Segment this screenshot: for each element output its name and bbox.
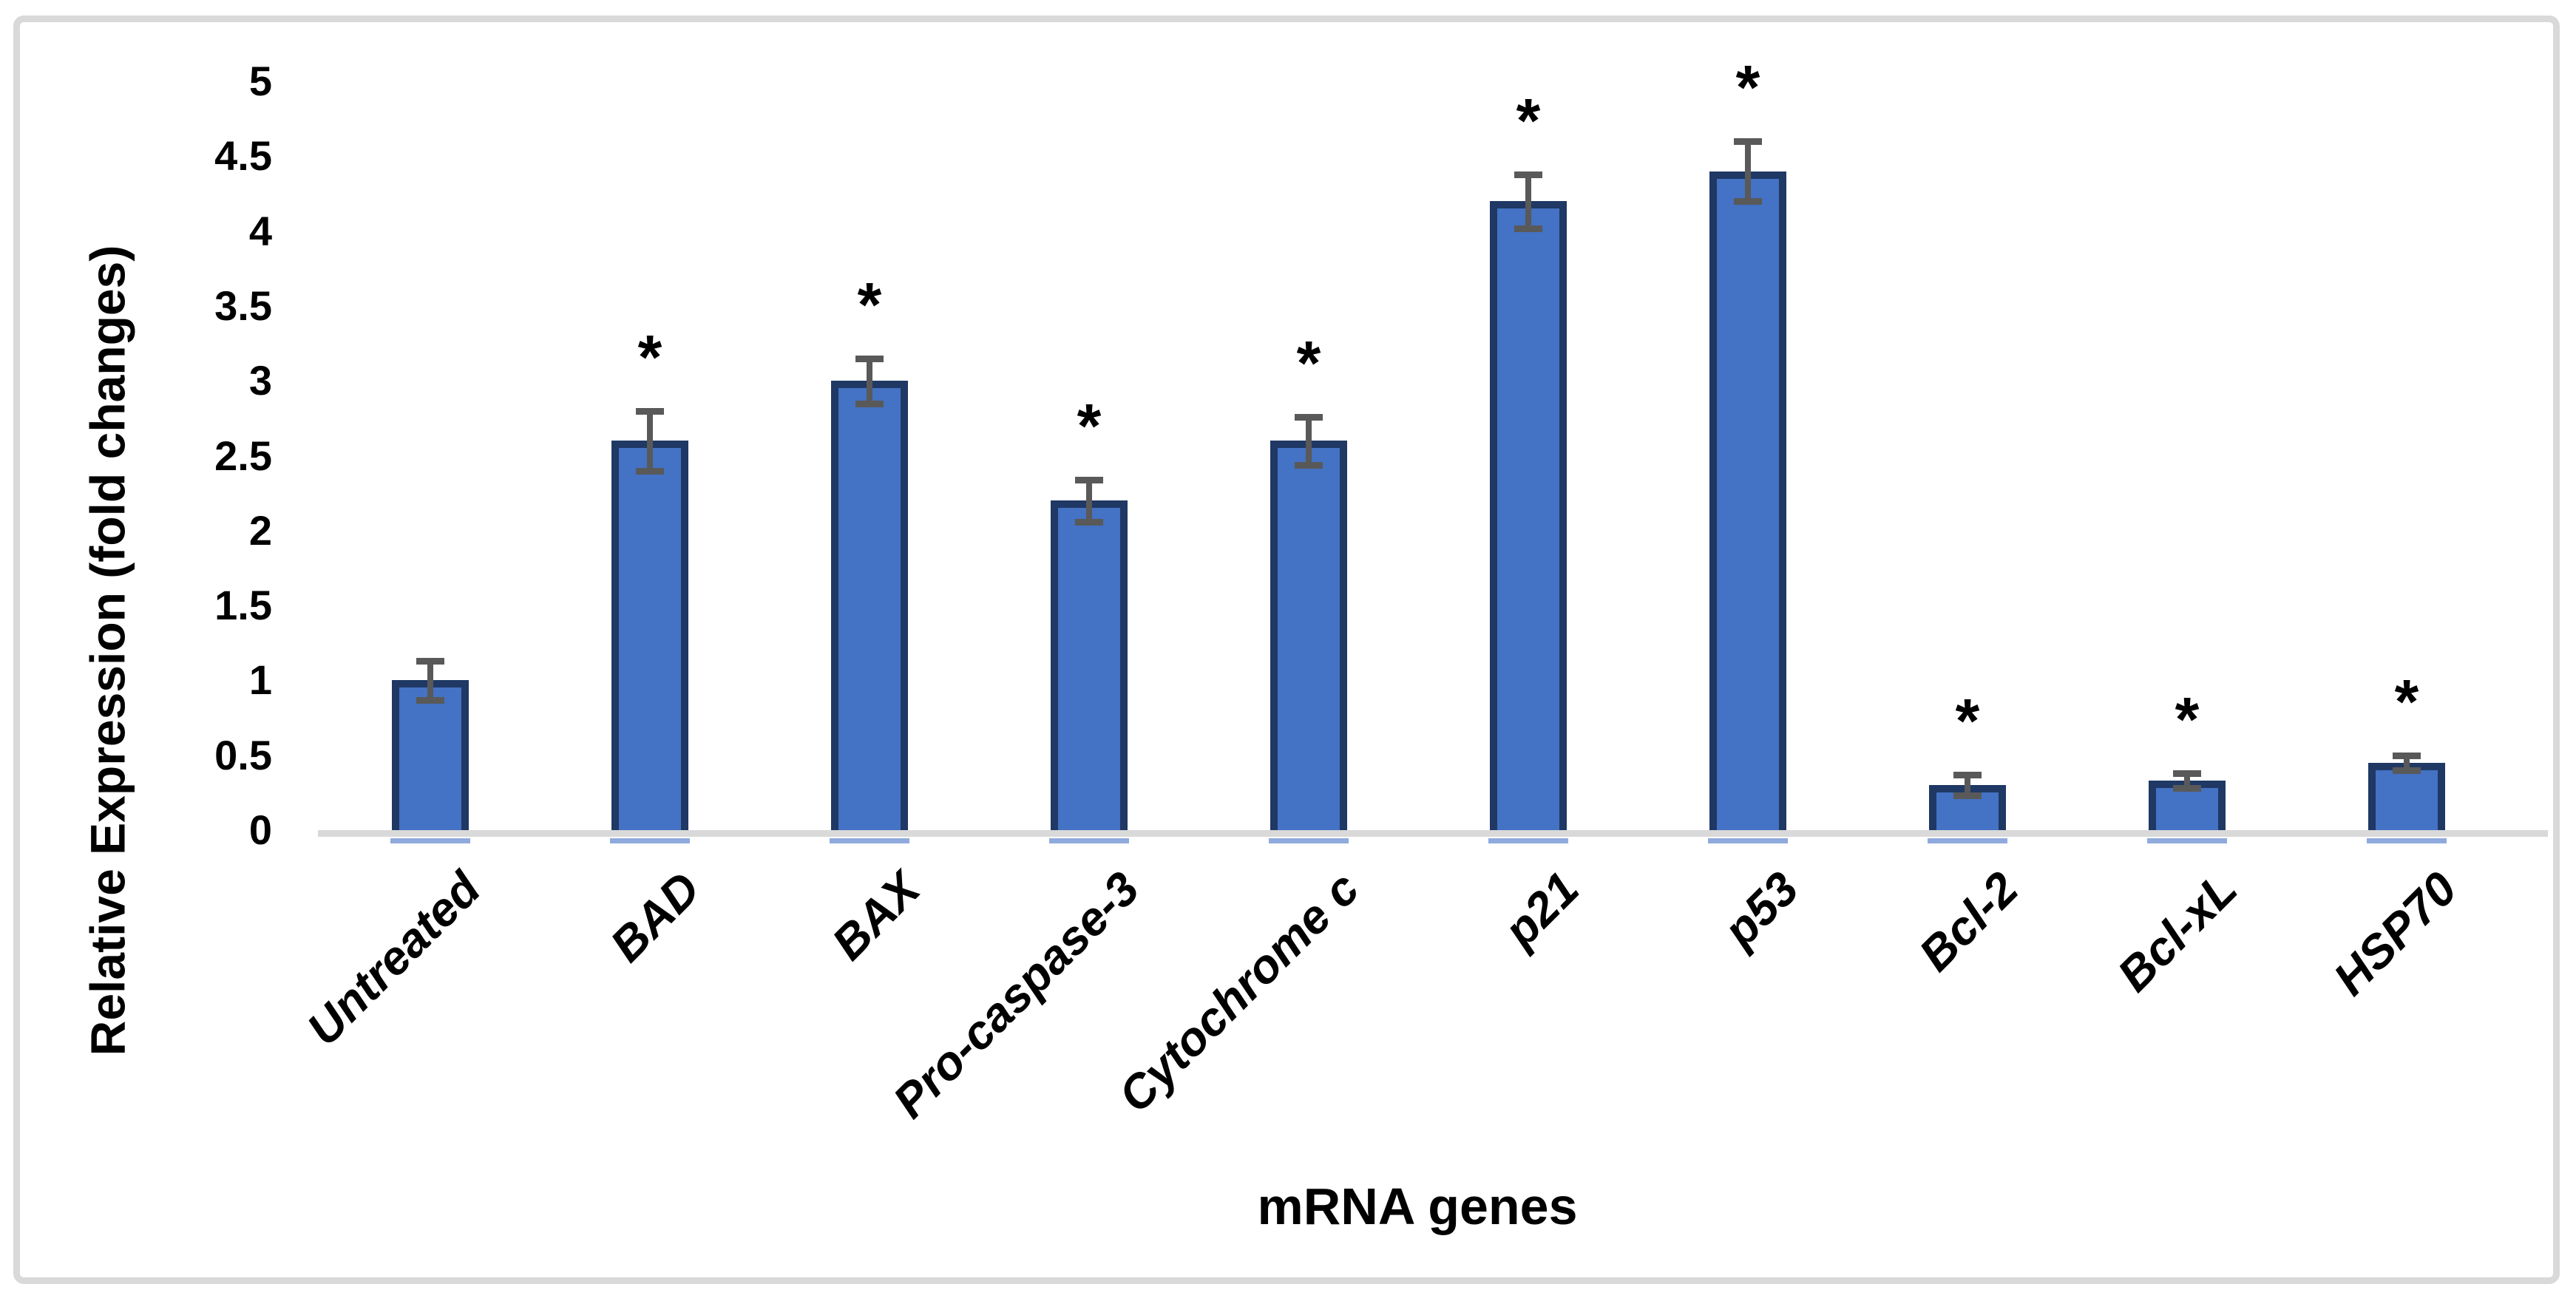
error-bar-pro-caspase-3 <box>1086 479 1092 522</box>
bar-underline-bad <box>610 838 690 843</box>
y-tick-label-1-5: 1.5 <box>214 582 272 629</box>
error-cap-bottom-pro-caspase-3 <box>1075 518 1103 526</box>
chart-frame <box>13 16 2560 1284</box>
y-tick-label-3-5: 3.5 <box>214 282 272 329</box>
significance-asterisk-bcl-xl: * <box>2175 685 2200 754</box>
y-tick-label-2-5: 2.5 <box>214 432 272 479</box>
y-tick-label-3: 3 <box>248 357 272 404</box>
bar-underline-pro-caspase-3 <box>1049 838 1129 843</box>
significance-asterisk-bad: * <box>637 322 662 392</box>
y-tick-label-2: 2 <box>248 506 272 554</box>
y-tick-label-1: 1 <box>248 656 272 704</box>
bar-pro-caspase-3 <box>1051 500 1128 832</box>
error-cap-bottom-hsp70 <box>2393 767 2421 774</box>
significance-asterisk-pro-caspase-3: * <box>1077 390 1102 461</box>
error-cap-top-cytochrome-c <box>1295 413 1323 421</box>
error-cap-bottom-bad <box>636 467 664 475</box>
bar-bad <box>611 441 688 832</box>
error-cap-bottom-p53 <box>1734 198 1762 205</box>
bar-cytochrome-c <box>1270 441 1347 832</box>
error-cap-top-bad <box>636 407 664 415</box>
bar-underline-bcl-2 <box>1928 838 2007 843</box>
error-cap-top-bax <box>855 355 884 362</box>
error-cap-bottom-bax <box>855 400 884 407</box>
bar-p21 <box>1490 201 1567 832</box>
y-tick-label-4: 4 <box>248 207 272 254</box>
error-cap-bottom-p21 <box>1514 225 1542 232</box>
error-bar-bcl-xl <box>2184 773 2190 789</box>
significance-asterisk-hsp70: * <box>2394 666 2419 736</box>
y-tick-label-0-5: 0.5 <box>214 731 272 778</box>
bar-p53 <box>1709 171 1786 832</box>
error-bar-untreated <box>427 661 433 700</box>
x-axis-title: mRNA genes <box>1257 1178 1578 1235</box>
y-tick-label-4-5: 4.5 <box>214 132 272 180</box>
x-axis-line <box>318 830 2548 837</box>
y-tick-label-0: 0 <box>248 806 272 853</box>
significance-asterisk-p21: * <box>1516 85 1541 155</box>
significance-asterisk-bcl-2: * <box>1955 686 1980 756</box>
error-cap-top-bcl-xl <box>2173 770 2201 777</box>
error-cap-top-bcl-2 <box>1953 772 1982 779</box>
error-cap-bottom-bcl-2 <box>1953 792 1982 800</box>
bar-underline-hsp70 <box>2367 838 2447 843</box>
error-cap-top-p21 <box>1514 171 1542 178</box>
error-bar-p21 <box>1525 174 1531 228</box>
error-cap-top-p53 <box>1734 138 1762 146</box>
error-cap-bottom-bcl-xl <box>2173 785 2201 792</box>
error-cap-bottom-untreated <box>416 696 444 704</box>
bar-underline-bax <box>830 838 909 843</box>
bar-underline-p53 <box>1708 838 1788 843</box>
error-bar-hsp70 <box>2404 755 2410 770</box>
bar-underline-untreated <box>390 838 470 843</box>
error-cap-bottom-cytochrome-c <box>1295 461 1323 469</box>
significance-asterisk-cytochrome-c: * <box>1296 327 1321 398</box>
error-cap-top-hsp70 <box>2393 752 2421 759</box>
bar-underline-bcl-xl <box>2147 838 2227 843</box>
error-cap-top-untreated <box>416 658 444 665</box>
error-bar-bad <box>647 410 653 471</box>
significance-asterisk-bax: * <box>857 269 882 339</box>
y-tick-label-5: 5 <box>248 58 272 104</box>
bar-underline-p21 <box>1488 838 1568 843</box>
bar-bax <box>831 381 908 832</box>
bar-underline-cytochrome-c <box>1269 838 1349 843</box>
error-bar-p53 <box>1745 141 1751 202</box>
significance-asterisk-p53: * <box>1735 52 1760 123</box>
error-bar-bax <box>867 358 872 404</box>
error-bar-bcl-2 <box>1965 775 1970 796</box>
error-cap-top-pro-caspase-3 <box>1075 476 1103 483</box>
error-bar-cytochrome-c <box>1306 416 1312 465</box>
